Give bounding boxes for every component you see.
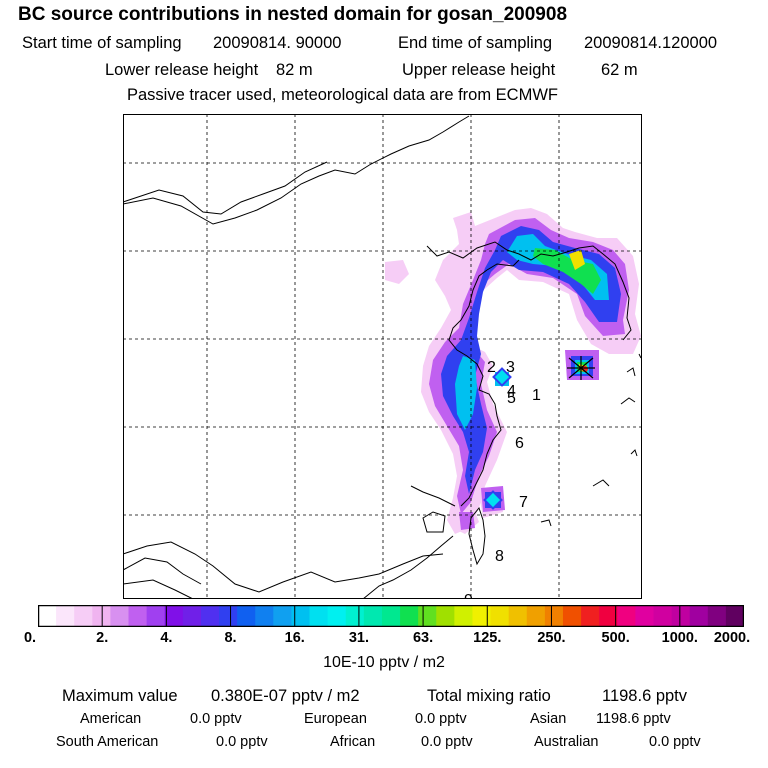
colorbar-swatch	[508, 605, 528, 627]
start-time-value: 20090814. 90000	[213, 34, 342, 52]
colorbar-swatch	[635, 605, 654, 627]
colorbar-swatch	[74, 605, 93, 627]
colorbar-swatch	[255, 605, 274, 627]
source-australian-label: Australian	[534, 734, 599, 750]
colorbar-tick-label: 4.	[160, 630, 173, 646]
source-south-american-value: 0.0 pptv	[216, 734, 268, 750]
colorbar-swatch	[599, 605, 618, 627]
end-time-value: 20090814.120000	[584, 34, 718, 52]
source-asian-label: Asian	[530, 711, 567, 727]
colorbar-tick-label: 500.	[601, 630, 630, 646]
colorbar-swatch	[562, 605, 582, 627]
colorbar-swatch	[200, 605, 220, 627]
colorbar-swatch	[544, 605, 564, 627]
colorbar-swatch	[273, 605, 292, 627]
colorbar-swatch	[164, 605, 184, 627]
colorbar-tick-label: 16.	[284, 630, 305, 646]
map-frame	[123, 114, 642, 599]
colorbar-tick-label: 2.	[96, 630, 109, 646]
lower-height-value: 82 m	[276, 61, 313, 79]
colorbar-swatch	[689, 605, 709, 627]
max-value-label: Maximum value	[62, 687, 178, 705]
colorbar-swatch	[309, 605, 329, 627]
plot-title: BC source contributions in nested domain…	[18, 4, 568, 25]
colorbar-tick-label: 2000.	[713, 630, 751, 646]
colorbar-swatch	[237, 605, 256, 627]
start-time-label: Start time of sampling	[22, 34, 182, 52]
source-african-value: 0.0 pptv	[421, 734, 473, 750]
receptor-marker	[567, 356, 595, 380]
colorbar-swatch	[381, 605, 401, 627]
site-marker	[492, 367, 512, 387]
colorbar-swatch	[526, 605, 546, 627]
site-label-2: 2	[487, 359, 496, 376]
end-time-label: End time of sampling	[398, 34, 553, 52]
lat-lon-grid	[123, 114, 642, 599]
site-label-1: 1	[532, 387, 541, 404]
colorbar-swatch	[490, 605, 510, 627]
site-label-7: 7	[519, 494, 528, 511]
colorbar-tick-label: 31.	[348, 630, 369, 646]
colorbar-swatch	[56, 605, 75, 627]
site-label-6: 6	[515, 435, 524, 452]
colorbar-swatch	[653, 605, 672, 627]
colorbar-swatch	[581, 605, 600, 627]
source-african-label: African	[330, 734, 376, 750]
source-european-label: European	[304, 711, 367, 727]
colorbar-swatch	[436, 605, 455, 627]
contribution-map: 2 3 4 5 1 6 7 8 9	[123, 114, 642, 599]
colorbar-swatch	[400, 605, 419, 627]
site-marker	[483, 490, 503, 510]
colorbar-swatch	[219, 605, 238, 627]
colorbar-swatch	[146, 605, 166, 627]
colorbar-swatch	[707, 605, 727, 627]
coastlines	[123, 115, 642, 599]
colorbar-swatch	[182, 605, 202, 627]
colorbar-swatch	[92, 605, 111, 627]
total-mixing-label: Total mixing ratio	[427, 687, 551, 705]
site-label-8: 8	[495, 548, 504, 565]
upper-height-value: 62 m	[601, 61, 638, 79]
colorbar-units: 10E-10 pptv / m2	[323, 654, 445, 671]
colorbar-tick-label: 250.	[537, 630, 566, 646]
colorbar-swatch	[327, 605, 347, 627]
source-australian-value: 0.0 pptv	[649, 734, 701, 750]
total-mixing-value: 1198.6 pptv	[602, 687, 688, 705]
colorbar-swatch	[128, 605, 148, 627]
colorbar-swatch	[472, 605, 491, 627]
source-american-value: 0.0 pptv	[190, 711, 242, 727]
colorbar-swatch	[345, 605, 365, 627]
colorbar-tick-label: 0.	[23, 630, 37, 646]
colorbar	[38, 605, 744, 627]
site-label-4: 4	[507, 383, 516, 400]
colorbar-tick-label: 1000.	[661, 630, 698, 646]
colorbar-frame	[38, 605, 744, 627]
colorbar-tick-label: 63.	[412, 630, 434, 646]
colorbar-swatch	[363, 605, 383, 627]
max-value: 0.380E-07 pptv / m2	[211, 687, 360, 705]
source-asian-value: 1198.6 pptv	[596, 711, 671, 727]
source-american-label: American	[80, 711, 142, 727]
colorbar-swatch	[38, 605, 57, 627]
site-label-3: 3	[506, 359, 515, 376]
upper-height-label: Upper release height	[402, 61, 556, 79]
colorbar-tick-label: 8.	[224, 630, 237, 646]
colorbar-swatch	[671, 605, 691, 627]
colorbar-swatch	[110, 605, 129, 627]
lower-height-label: Lower release height	[105, 61, 259, 79]
colorbar-swatch	[617, 605, 636, 627]
colorbar-swatch	[725, 605, 744, 627]
colorbar-swatch	[291, 605, 310, 627]
colorbar-swatch	[454, 605, 473, 627]
colorbar-swatch	[418, 605, 437, 627]
site-label-9: 9	[464, 592, 473, 599]
tracer-note: Passive tracer used, meteorological data…	[127, 86, 558, 104]
site-label-5: 5	[507, 390, 516, 407]
source-european-value: 0.0 pptv	[415, 711, 467, 727]
colorbar-tick-label: 125.	[473, 630, 502, 646]
source-south-american-label: South American	[56, 734, 159, 750]
